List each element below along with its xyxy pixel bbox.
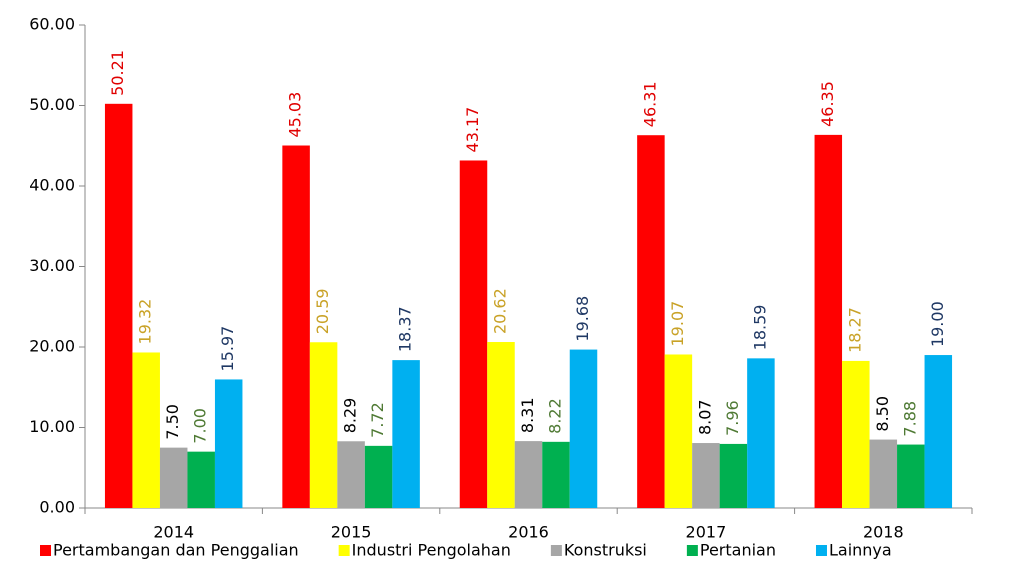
data-label: 19.07 (668, 301, 687, 347)
data-label: 8.22 (546, 398, 565, 434)
data-label: 7.88 (900, 401, 919, 437)
bar (542, 441, 570, 508)
x-tick-label: 2015 (331, 523, 372, 542)
bar (569, 349, 598, 508)
legend-swatch (338, 545, 350, 556)
x-tick-label: 2014 (153, 523, 194, 542)
y-tick-label: 60.00 (29, 15, 75, 34)
bar (664, 354, 693, 508)
data-label: 45.03 (286, 92, 305, 138)
bar (392, 360, 420, 508)
data-label: 8.29 (341, 398, 360, 434)
data-label: 20.59 (313, 288, 332, 334)
x-tick-label: 2018 (863, 523, 904, 542)
bar (869, 439, 898, 508)
legend-label: Konstruksi (564, 541, 647, 560)
legend-label: Industri Pengolahan (352, 541, 511, 560)
data-label: 7.50 (163, 404, 182, 440)
bar (814, 134, 843, 508)
data-label: 7.00 (191, 408, 210, 444)
legend-swatch (550, 545, 562, 556)
bar (747, 358, 775, 508)
legend-label: Pertanian (700, 541, 776, 560)
bar (337, 441, 365, 508)
bar (104, 103, 133, 508)
bar (364, 445, 393, 508)
legend-label: Lainnya (829, 541, 892, 560)
legend-swatch (686, 545, 698, 556)
data-label: 19.32 (136, 299, 155, 345)
data-label: 46.35 (818, 81, 837, 127)
x-tick-label: 2017 (686, 523, 727, 542)
y-tick-label: 50.00 (29, 95, 75, 114)
bar (459, 160, 488, 508)
data-label: 46.31 (640, 81, 659, 127)
legend-label: Pertambangan dan Penggalian (53, 541, 299, 560)
legend-swatch (40, 545, 51, 556)
bar (132, 352, 160, 508)
bar (637, 135, 665, 508)
bar (309, 342, 338, 508)
bar (924, 355, 953, 508)
data-label: 15.97 (218, 326, 237, 372)
data-label: 8.07 (695, 399, 714, 435)
bar (897, 444, 925, 508)
y-tick-label: 20.00 (29, 337, 75, 356)
data-label: 18.37 (396, 306, 415, 352)
data-label: 7.96 (723, 400, 742, 436)
bar (719, 443, 748, 508)
data-label: 8.31 (518, 397, 537, 433)
data-label: 43.17 (463, 107, 482, 153)
bar (842, 360, 870, 508)
bar (159, 447, 188, 508)
y-tick-label: 0.00 (39, 498, 75, 517)
y-tick-label: 30.00 (29, 256, 75, 275)
bar (487, 342, 515, 508)
data-label: 50.21 (108, 50, 127, 96)
data-label: 18.59 (750, 305, 769, 351)
data-label: 7.72 (368, 402, 387, 438)
data-label: 18.27 (845, 307, 864, 353)
data-label: 19.00 (928, 301, 947, 347)
y-tick-label: 40.00 (29, 176, 75, 195)
bar (514, 441, 543, 508)
data-label: 8.50 (873, 396, 892, 432)
bar (692, 443, 720, 508)
x-tick-label: 2016 (508, 523, 549, 542)
data-label: 19.68 (573, 296, 592, 342)
data-label: 20.62 (491, 288, 510, 334)
bar (214, 379, 243, 508)
legend-swatch (815, 545, 827, 556)
bar (282, 145, 310, 509)
bar (187, 451, 215, 508)
y-tick-label: 10.00 (29, 417, 75, 436)
